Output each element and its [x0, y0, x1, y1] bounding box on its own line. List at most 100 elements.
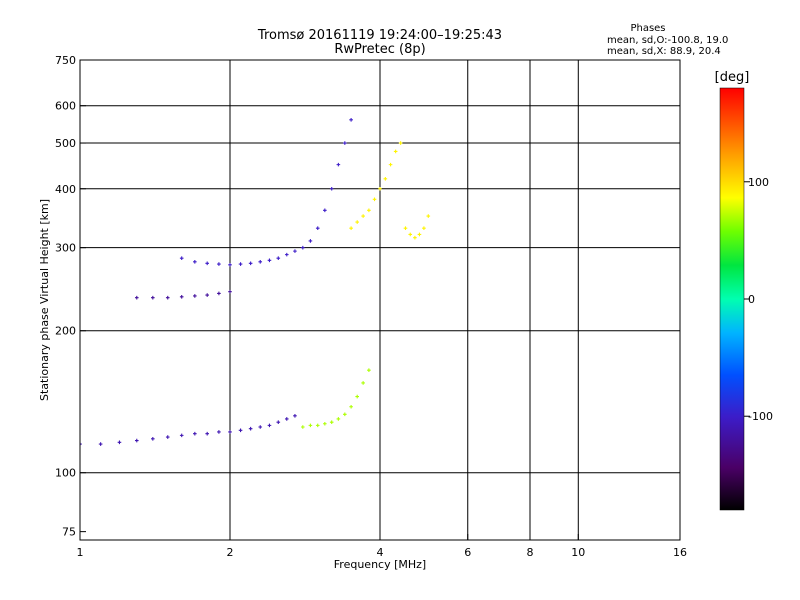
data-point	[284, 417, 289, 421]
data-point	[248, 261, 253, 266]
x-tick-label: 2	[227, 546, 234, 559]
data-point	[238, 262, 243, 266]
y-tick-label: 500	[55, 137, 76, 150]
data-point	[98, 442, 103, 446]
data-points	[80, 118, 431, 446]
data-point	[355, 394, 359, 399]
data-point	[205, 261, 209, 266]
data-point	[134, 438, 139, 443]
data-point	[426, 214, 431, 218]
y-axis-label: Stationary phase Virtual Height [km]	[38, 199, 51, 401]
data-point	[367, 208, 371, 213]
trace	[179, 118, 353, 267]
data-point	[372, 197, 377, 202]
data-point	[238, 428, 243, 433]
data-point	[367, 368, 371, 372]
y-tick-label: 200	[55, 325, 76, 338]
data-point	[217, 430, 221, 434]
data-point	[193, 294, 197, 298]
data-point	[228, 289, 232, 294]
data-point	[398, 141, 403, 145]
data-point	[329, 186, 334, 191]
data-point	[248, 426, 253, 431]
data-point	[323, 421, 327, 426]
data-point	[165, 435, 170, 439]
data-point	[284, 252, 289, 257]
phases-heading: Phases	[630, 23, 665, 34]
data-point	[361, 381, 365, 385]
y-tick-label: 600	[55, 100, 76, 113]
trace	[349, 141, 431, 240]
data-point	[258, 260, 263, 264]
x-axis-ticks: 1 2 4 6 8 10 16	[77, 534, 687, 559]
y-tick-label: 300	[55, 242, 76, 255]
data-point	[361, 214, 365, 218]
data-point	[336, 162, 341, 167]
data-point	[349, 226, 353, 230]
data-point	[151, 437, 155, 441]
data-point	[267, 258, 272, 263]
data-point	[151, 295, 155, 300]
data-point	[413, 235, 417, 240]
trace	[134, 289, 232, 300]
chart-subtitle: RwPretec (8p)	[334, 42, 425, 57]
data-point	[217, 262, 221, 266]
data-point	[343, 412, 347, 417]
data-point	[355, 220, 359, 224]
data-point	[343, 141, 347, 145]
data-point	[329, 420, 334, 424]
colorbar-ticks: 100 0 -100	[744, 176, 773, 423]
y-tick-label: 100	[55, 467, 76, 480]
data-point	[205, 431, 209, 436]
chart-title: Tromsø 20161119 19:24:00–19:25:43	[257, 28, 502, 43]
phases-o-stats: mean, sd,O:-100.8, 19.0	[607, 35, 728, 46]
data-point	[422, 226, 426, 230]
phases-x-stats: mean, sd,X: 88.9, 20.4	[607, 46, 721, 57]
data-point	[403, 226, 408, 230]
data-point	[276, 256, 281, 260]
data-point	[228, 262, 232, 267]
data-point	[308, 239, 313, 243]
data-point	[388, 162, 393, 167]
data-point	[408, 232, 413, 237]
data-point	[205, 293, 209, 297]
trace	[301, 368, 371, 429]
data-point	[217, 291, 221, 296]
x-tick-label: 10	[571, 546, 585, 559]
data-point	[179, 295, 184, 299]
x-tick-label: 1	[77, 546, 84, 559]
grid-lines	[80, 60, 680, 540]
y-axis-ticks: 75 100 200 300 400 500 600 750	[55, 54, 86, 539]
y-tick-label: 75	[62, 526, 76, 539]
data-point	[80, 442, 82, 446]
data-point	[117, 440, 122, 445]
data-point	[258, 425, 263, 429]
colorbar-label: [deg]	[715, 70, 750, 85]
data-point	[336, 417, 341, 421]
x-tick-label: 8	[527, 546, 534, 559]
data-point	[179, 256, 184, 260]
data-point	[193, 431, 197, 436]
data-point	[315, 423, 320, 428]
data-point	[349, 118, 353, 122]
data-point	[378, 186, 382, 191]
data-point	[293, 414, 297, 418]
data-point	[193, 260, 197, 264]
data-point	[301, 425, 305, 429]
data-point	[383, 176, 388, 181]
data-point	[228, 430, 232, 434]
data-point	[267, 423, 272, 428]
data-point	[179, 433, 184, 438]
data-point	[417, 232, 422, 237]
colorbar	[719, 87, 745, 511]
x-tick-label: 6	[464, 546, 471, 559]
data-point	[393, 149, 398, 154]
data-point	[323, 208, 327, 213]
trace	[80, 414, 297, 446]
data-point	[165, 295, 170, 300]
y-tick-label: 750	[55, 54, 76, 67]
colorbar-tick-label: -100	[748, 410, 773, 423]
x-tick-label: 4	[377, 546, 384, 559]
data-point	[276, 420, 281, 424]
